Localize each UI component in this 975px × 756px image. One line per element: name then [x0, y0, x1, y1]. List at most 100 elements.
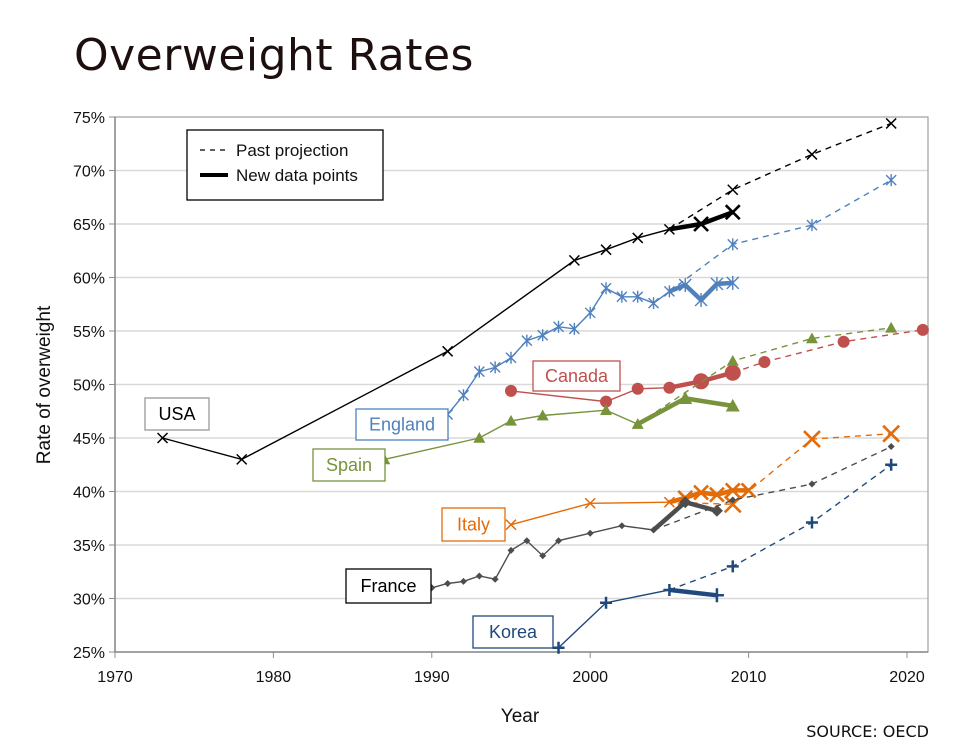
label-text: France — [360, 576, 416, 596]
england-point — [663, 285, 675, 298]
canada-projection-point — [916, 323, 929, 336]
usa-point — [156, 432, 169, 444]
england-point — [600, 282, 612, 295]
label-box — [144, 397, 210, 431]
series-usa — [156, 117, 897, 465]
spain-point — [536, 409, 549, 421]
italy-point — [505, 519, 517, 531]
canada-point — [600, 395, 613, 408]
italy-new-data-point — [709, 486, 725, 503]
label-korea: Korea — [472, 615, 554, 649]
canada-point — [505, 384, 517, 397]
usa-point — [442, 345, 454, 357]
france-new-data-point — [679, 496, 692, 509]
label-box — [312, 448, 386, 482]
label-text: Canada — [545, 366, 609, 386]
y-tick-label: 75% — [73, 110, 105, 127]
usa-point — [663, 223, 675, 235]
label-spain: Spain — [312, 448, 386, 482]
canada-new-data-point — [724, 364, 741, 381]
series-italy — [505, 424, 901, 531]
korea-point — [663, 583, 676, 596]
italy-projection-point — [803, 430, 821, 448]
label-text: England — [369, 415, 435, 435]
england-projection-point — [806, 219, 818, 232]
spain-projection-point — [805, 332, 818, 344]
page-title: Overweight Rates — [74, 30, 474, 81]
france-projection-point — [808, 480, 816, 488]
x-tick-label: 2000 — [572, 669, 608, 686]
italy-new-data-point — [740, 482, 757, 499]
y-tick-label: 55% — [73, 324, 105, 341]
x-tick-label: 1970 — [97, 669, 133, 686]
england-projection-point — [885, 174, 897, 187]
y-tick-label: 60% — [73, 271, 105, 288]
italy-new-data-point — [724, 482, 741, 499]
label-box — [532, 360, 621, 392]
y-tick-label: 35% — [73, 538, 105, 555]
spain-new-data-point — [678, 391, 693, 405]
england-point — [568, 322, 580, 335]
usa-projection-point — [727, 184, 739, 196]
korea-projection-line — [669, 464, 892, 591]
usa-new-data-point — [693, 216, 709, 232]
x-tick-label: 2010 — [731, 669, 767, 686]
y-tick-label: 65% — [73, 217, 105, 234]
label-text: Korea — [489, 622, 538, 642]
spain-point — [600, 404, 613, 415]
italy-new-data-line — [668, 488, 749, 505]
korea-point — [600, 596, 613, 609]
england-point — [616, 290, 628, 303]
spain-new-data-point — [725, 398, 740, 412]
england-projection-line — [668, 179, 892, 292]
series-spain — [378, 321, 898, 465]
england-new-data-point — [678, 277, 692, 292]
x-tick-label: 1990 — [414, 669, 450, 686]
canada-point — [663, 381, 676, 394]
france-point — [650, 526, 658, 534]
series-layer — [156, 117, 929, 654]
england-point — [521, 334, 533, 347]
france-point — [507, 546, 515, 554]
usa-point — [632, 232, 644, 244]
italy-historical-line — [510, 501, 670, 526]
france-projection-point — [887, 443, 895, 451]
france-point — [555, 537, 563, 545]
korea-projection-point — [805, 516, 818, 529]
spain-point — [505, 414, 517, 426]
series-france — [428, 443, 895, 592]
x-axis-title: Year — [501, 706, 540, 727]
england-point — [632, 290, 644, 303]
italy-point — [663, 496, 675, 508]
legend: Past projection New data points — [186, 129, 384, 201]
spain-point — [631, 418, 644, 429]
x-tick-label: 2020 — [889, 669, 925, 686]
france-point — [491, 575, 499, 583]
usa-point — [568, 254, 580, 266]
spain-projection-line — [637, 327, 892, 425]
canada-projection-line — [732, 329, 923, 374]
usa-projection-point — [806, 148, 818, 160]
usa-point — [600, 244, 612, 256]
france-new-data-point — [710, 504, 723, 517]
korea-new-data-line — [669, 587, 718, 598]
korea-new-data-point — [709, 588, 724, 603]
france-point — [539, 552, 547, 560]
usa-new-data-point — [724, 204, 741, 221]
y-tick-label: 70% — [73, 164, 105, 181]
england-point — [457, 389, 469, 402]
england-point — [553, 320, 565, 333]
italy-projection-point — [882, 424, 901, 443]
label-text: Spain — [326, 455, 372, 475]
canada-historical-line — [510, 387, 670, 403]
italy-projection-line — [669, 433, 892, 506]
legend-past-projection: Past projection — [236, 141, 348, 160]
label-box — [472, 615, 554, 649]
england-point — [648, 297, 660, 310]
label-canada: Canada — [532, 360, 621, 392]
label-box — [441, 507, 506, 542]
usa-point — [236, 453, 248, 465]
series-england — [442, 174, 897, 421]
france-point — [475, 572, 483, 580]
